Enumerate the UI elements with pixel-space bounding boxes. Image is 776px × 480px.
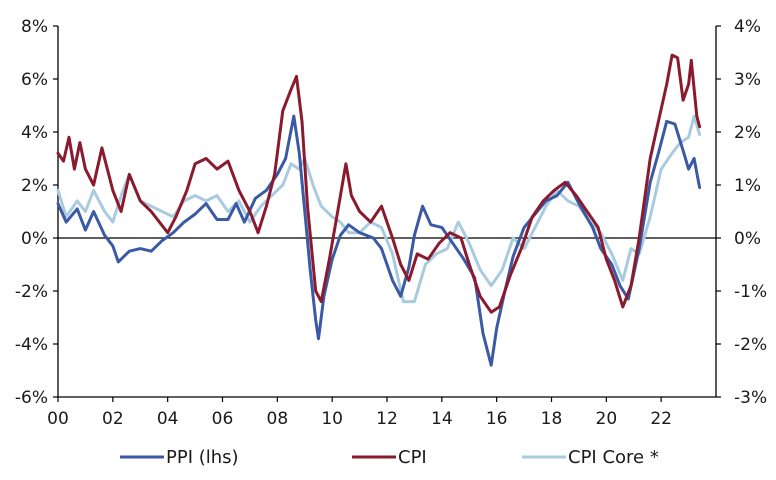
right-y-tick-label: 4% [734, 17, 761, 37]
x-tick-label: 22 [650, 409, 672, 429]
left-y-tick-label: 0% [21, 229, 48, 249]
x-tick-label: 20 [596, 409, 618, 429]
x-tick-label: 08 [267, 409, 289, 429]
x-tick-label: 00 [47, 409, 69, 429]
left-y-tick-label: 6% [21, 70, 48, 90]
x-tick-label: 02 [102, 409, 124, 429]
x-tick-label: 14 [431, 409, 453, 429]
x-tick-label: 16 [486, 409, 508, 429]
x-tick-label: 12 [376, 409, 398, 429]
legend-label: CPI [398, 447, 427, 468]
x-tick-label: 06 [212, 409, 234, 429]
left-y-tick-label: -2% [15, 282, 48, 302]
series-line-ppi-lhs [56, 114, 702, 367]
right-y-tick-label: 0% [734, 229, 761, 249]
left-y-tick-label: 4% [21, 123, 48, 143]
right-y-tick-label: -1% [734, 282, 767, 302]
x-tick-label: 04 [157, 409, 179, 429]
legend-label: PPI (lhs) [166, 447, 239, 468]
left-y-tick-label: -6% [15, 388, 48, 408]
x-tick-label: 10 [321, 409, 343, 429]
right-y-tick-label: -2% [734, 335, 767, 355]
right-y-tick-label: 1% [734, 176, 761, 196]
series-line-cpi [56, 53, 702, 314]
left-y-tick-label: 8% [21, 17, 48, 37]
left-y-tick-label: 2% [21, 176, 48, 196]
right-y-tick-label: 3% [734, 70, 761, 90]
left-y-tick-label: -4% [15, 335, 48, 355]
legend-label: CPI Core * [568, 447, 659, 468]
x-tick-label: 18 [541, 409, 563, 429]
right-y-tick-label: 2% [734, 123, 761, 143]
right-y-tick-label: -3% [734, 388, 767, 408]
